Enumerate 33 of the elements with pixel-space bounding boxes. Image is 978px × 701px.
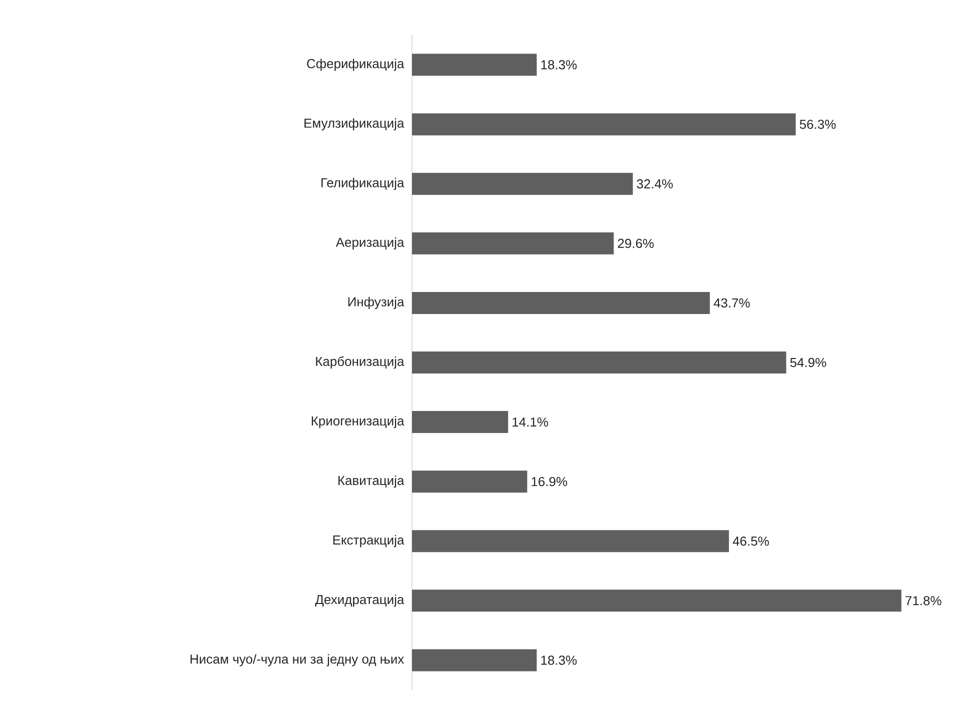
y-tick-label: Емулзификација xyxy=(304,118,404,130)
y-tick-label: Екстракција xyxy=(333,535,404,548)
bar xyxy=(412,113,796,136)
data-label: 56.3% xyxy=(800,120,836,129)
data-label: 71.8% xyxy=(906,596,942,606)
bar xyxy=(412,530,729,552)
data-label: 32.4% xyxy=(636,179,673,188)
bar xyxy=(412,292,710,314)
y-tick-label: Сферификација xyxy=(307,58,404,71)
y-tick-label: Дехидратација xyxy=(315,594,404,607)
bar xyxy=(412,590,902,612)
y-tick-label: Аеризација xyxy=(336,237,404,250)
bar xyxy=(412,232,614,254)
bar xyxy=(412,172,633,195)
data-label: 43.7% xyxy=(714,298,750,308)
data-label: 16.9% xyxy=(532,476,568,486)
data-label: 18.3% xyxy=(541,656,577,665)
data-label: 14.1% xyxy=(512,417,548,427)
data-label: 29.6% xyxy=(618,238,654,248)
bar xyxy=(412,470,528,493)
bar xyxy=(412,54,537,76)
data-label: 54.9% xyxy=(790,358,826,368)
y-tick-label: Нисам чуо/-чула ни за једну од њих xyxy=(190,654,404,666)
bar xyxy=(412,649,537,672)
data-label: 46.5% xyxy=(732,536,769,546)
y-tick-label: Инфузија xyxy=(348,296,404,310)
data-label: 18.3% xyxy=(541,60,577,70)
bar xyxy=(412,411,508,434)
y-tick-label: Криогенизација xyxy=(312,416,404,428)
y-tick-label: Кавитација xyxy=(338,476,404,488)
y-tick-label: Гелификација xyxy=(321,178,404,190)
bar xyxy=(412,351,786,374)
y-tick-label: Карбонизација xyxy=(316,356,404,369)
